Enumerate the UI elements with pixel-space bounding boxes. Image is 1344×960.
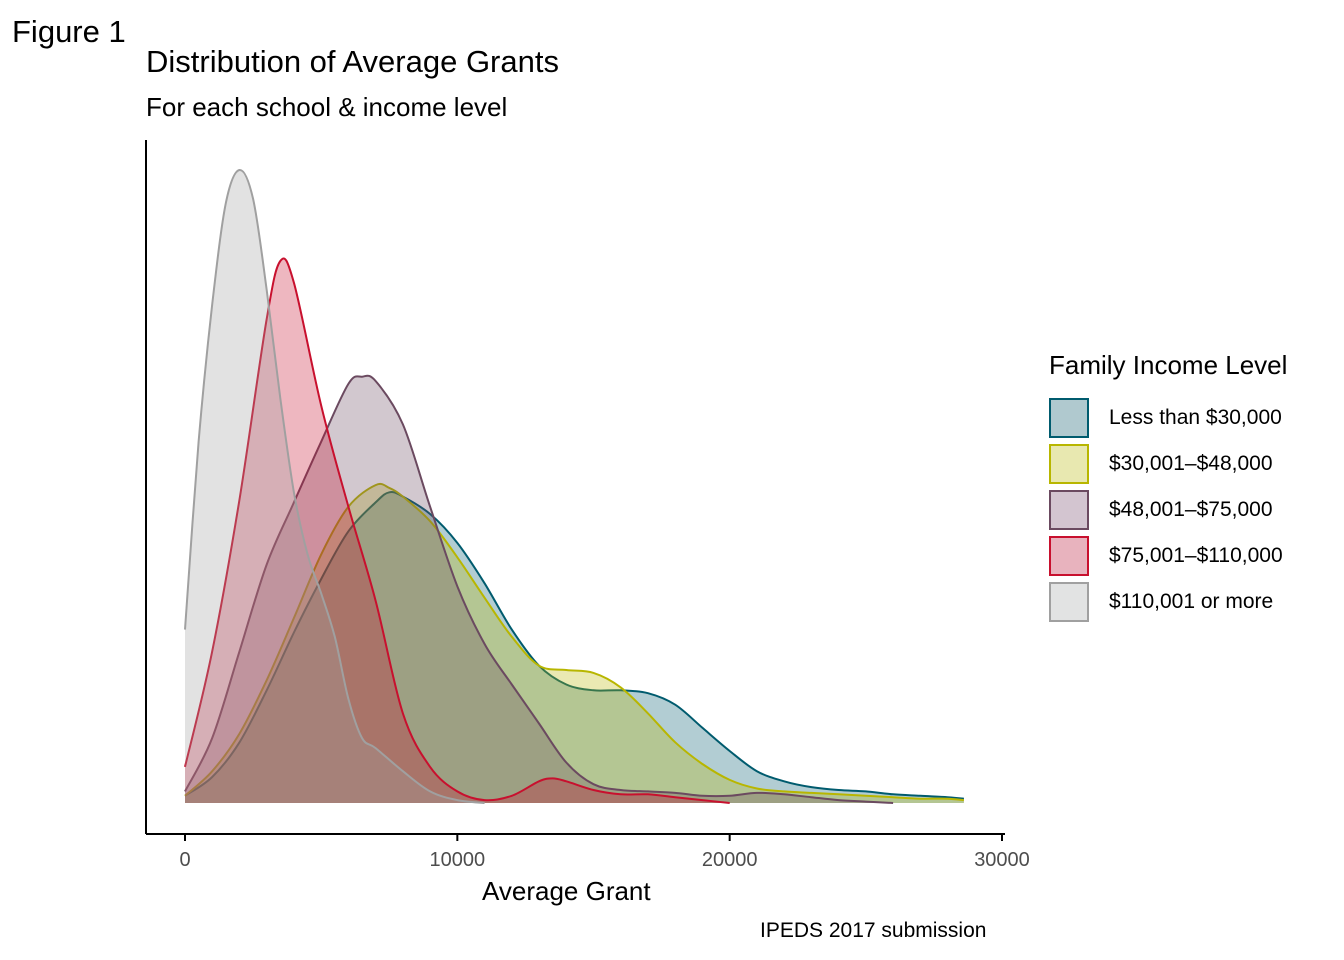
x-axis-ticks: 0 10000 20000 30000: [179, 834, 1030, 871]
density-areas: [184, 169, 965, 804]
legend-swatch-4: [1049, 582, 1089, 622]
legend-swatch-1: [1049, 444, 1089, 484]
legend-item-3: $75,001–$110,000: [1049, 533, 1287, 579]
chart-caption: IPEDS 2017 submission: [760, 919, 987, 942]
x-axis-label: Average Grant: [482, 876, 651, 906]
legend-swatch-3: [1049, 536, 1089, 576]
density-line-2: [184, 374, 894, 804]
density-line-3: [184, 257, 730, 804]
legend-label-2: $48,001–$75,000: [1109, 498, 1273, 521]
legend-label-3: $75,001–$110,000: [1109, 544, 1283, 567]
legend-item-1: $30,001–$48,000: [1049, 441, 1287, 487]
legend: Family Income Level Less than $30,000 $30…: [1049, 350, 1287, 625]
chart-title: Distribution of Average Grants: [146, 44, 559, 79]
chart-subtitle: For each school & income level: [146, 92, 508, 122]
x-tick-label-1: 10000: [430, 849, 486, 871]
density-area-3: [185, 258, 730, 803]
density-area-2: [185, 375, 894, 803]
density-line-0: [184, 491, 965, 800]
legend-item-0: Less than $30,000: [1049, 395, 1287, 441]
x-tick-label-2: 20000: [702, 849, 758, 871]
legend-swatch-0: [1049, 398, 1089, 438]
density-area-0: [185, 492, 964, 803]
density-line-4: [184, 169, 485, 804]
density-area-1: [185, 483, 964, 803]
density-line-1: [184, 482, 964, 802]
legend-label-0: Less than $30,000: [1109, 406, 1282, 429]
legend-title: Family Income Level: [1049, 350, 1288, 380]
figure-label: Figure 1: [12, 14, 126, 49]
legend-swatch-2: [1049, 490, 1089, 530]
x-tick-label-3: 30000: [974, 849, 1030, 871]
density-area-4: [185, 169, 485, 803]
legend-label-4: $110,001 or more: [1109, 590, 1274, 613]
legend-label-1: $30,001–$48,000: [1109, 452, 1273, 475]
legend-items: Less than $30,000 $30,001–$48,000 $48,001–…: [1049, 395, 1287, 625]
x-tick-label-0: 0: [179, 849, 190, 871]
legend-item-2: $48,001–$75,000: [1049, 487, 1287, 533]
legend-item-4: $110,001 or more: [1049, 579, 1287, 625]
